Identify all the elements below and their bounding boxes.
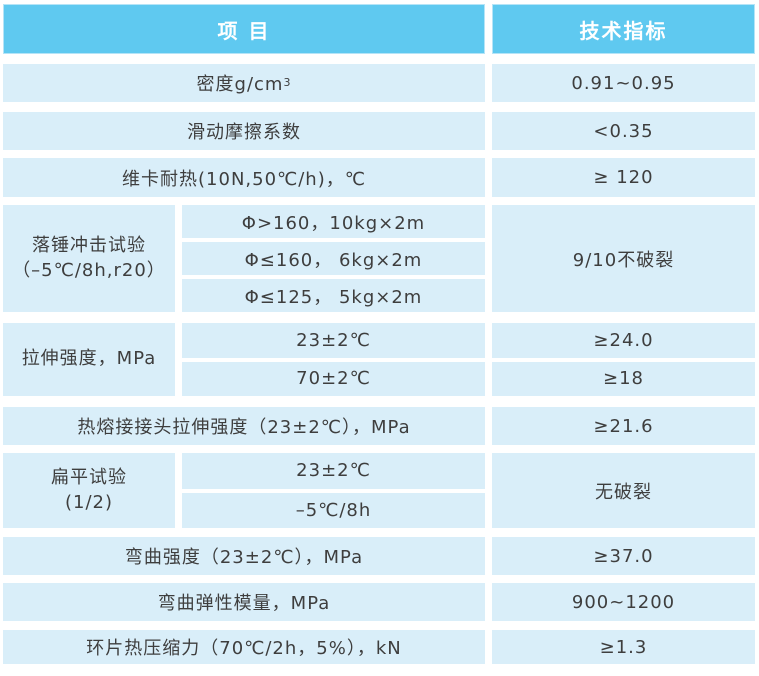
- table-row-vicat: 维卡耐热(10N,50℃/h)，℃ ≥ 120: [3, 158, 755, 197]
- group-label-line1: 拉伸强度，MPa: [21, 348, 157, 370]
- table-row-friction: 滑动摩擦系数 <0.35: [3, 112, 755, 150]
- value-cell: <0.35: [492, 112, 755, 150]
- group-label-line1: 落锤冲击试验: [32, 235, 146, 257]
- condition-cell: Φ≤160， 6kg×2m: [182, 242, 485, 275]
- group-left: 扁平试验 (1/2) 23±2℃ –5℃/8h: [3, 453, 485, 528]
- group-left: 落锤冲击试验 （–5℃/8h,r20） Φ>160，10kg×2m Φ≤160，…: [3, 205, 485, 312]
- group-conditions: 23±2℃ –5℃/8h: [182, 453, 485, 528]
- condition-cell: Φ≤125， 5kg×2m: [182, 279, 485, 312]
- condition-cell: –5℃/8h: [182, 492, 485, 528]
- item-cell: 弯曲强度（23±2℃），MPa: [3, 537, 485, 575]
- header-cell-item: 项 目: [3, 4, 485, 54]
- value-cell: ≥ 120: [492, 158, 755, 197]
- table-header-row: 项 目 技术指标: [3, 4, 755, 54]
- group-values: ≥24.0 ≥18: [492, 323, 755, 396]
- table-group-flattening: 扁平试验 (1/2) 23±2℃ –5℃/8h 无破裂: [3, 453, 755, 528]
- item-cell: 弯曲弹性模量，MPa: [3, 583, 485, 621]
- item-cell: 热熔接接头拉伸强度（23±2℃），MPa: [3, 407, 485, 445]
- group-label-cell: 扁平试验 (1/2): [3, 453, 175, 528]
- table-group-drop-impact: 落锤冲击试验 （–5℃/8h,r20） Φ>160，10kg×2m Φ≤160，…: [3, 205, 755, 312]
- table-row-modulus: 弯曲弹性模量，MPa 900~1200: [3, 583, 755, 621]
- value-cell: 9/10不破裂: [492, 205, 755, 312]
- value-cell: 0.91~0.95: [492, 64, 755, 102]
- group-label-cell: 落锤冲击试验 （–5℃/8h,r20）: [3, 205, 175, 312]
- item-cell: 密度g/cm 3: [3, 64, 485, 102]
- group-label-line1: 扁平试验: [51, 467, 127, 489]
- value-cell: ≥37.0: [492, 537, 755, 575]
- table-row-ring-compression: 环片热压缩力（70℃/2h，5%），kN ≥1.3: [3, 630, 755, 664]
- condition-cell: Φ>160，10kg×2m: [182, 205, 485, 238]
- table-group-tensile: 拉伸强度，MPa 23±2℃ 70±2℃ ≥24.0 ≥18: [3, 323, 755, 396]
- condition-cell: 70±2℃: [182, 361, 485, 396]
- group-label-cell: 拉伸强度，MPa: [3, 323, 175, 396]
- group-conditions: Φ>160，10kg×2m Φ≤160， 6kg×2m Φ≤125， 5kg×2…: [182, 205, 485, 312]
- group-label-line2: （–5℃/8h,r20）: [12, 259, 166, 281]
- item-cell: 环片热压缩力（70℃/2h，5%），kN: [3, 630, 485, 664]
- group-label-line2: (1/2): [64, 491, 113, 513]
- item-cell: 滑动摩擦系数: [3, 112, 485, 150]
- condition-cell: 23±2℃: [182, 323, 485, 358]
- value-cell: ≥18: [492, 361, 755, 396]
- value-cell: ≥24.0: [492, 323, 755, 358]
- item-text: 密度g/cm: [196, 74, 284, 95]
- value-cell: ≥1.3: [492, 630, 755, 664]
- table-row-density: 密度g/cm 3 0.91~0.95: [3, 64, 755, 102]
- condition-cell: 23±2℃: [182, 453, 485, 489]
- table-row-fusion-joint: 热熔接接头拉伸强度（23±2℃），MPa ≥21.6: [3, 407, 755, 445]
- table-row-bending: 弯曲强度（23±2℃），MPa ≥37.0: [3, 537, 755, 575]
- header-cell-spec: 技术指标: [492, 4, 755, 54]
- group-conditions: 23±2℃ 70±2℃: [182, 323, 485, 396]
- item-cell: 维卡耐热(10N,50℃/h)，℃: [3, 158, 485, 197]
- value-cell: ≥21.6: [492, 407, 755, 445]
- value-cell: 900~1200: [492, 583, 755, 621]
- group-left: 拉伸强度，MPa 23±2℃ 70±2℃: [3, 323, 485, 396]
- value-cell: 无破裂: [492, 453, 755, 528]
